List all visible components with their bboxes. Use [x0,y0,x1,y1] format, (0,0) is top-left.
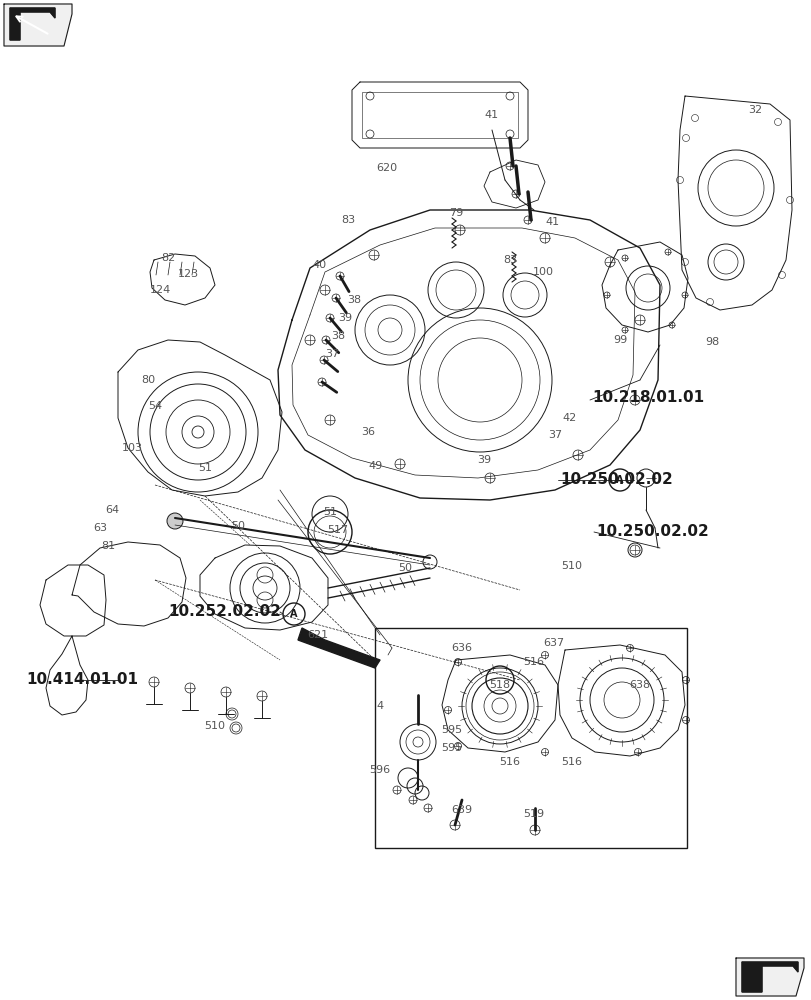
Polygon shape [10,8,55,40]
Text: 41: 41 [484,110,499,120]
Text: 50: 50 [230,521,245,531]
Text: 638: 638 [629,680,650,690]
Bar [375,628,686,848]
Text: 37: 37 [547,430,561,440]
Text: 40: 40 [312,260,327,270]
Text: 595: 595 [441,743,462,753]
Text: 54: 54 [148,401,162,411]
Text: 49: 49 [368,461,383,471]
Text: 37: 37 [324,349,339,359]
Text: 620: 620 [376,163,397,173]
Bar [362,92,517,138]
Text: 51: 51 [198,463,212,473]
Text: 516: 516 [561,757,581,767]
Text: 38: 38 [346,295,361,305]
Text: A: A [290,609,298,619]
Text: 99: 99 [612,335,626,345]
Text: 516: 516 [499,757,520,767]
Text: 79: 79 [448,208,462,218]
Text: 10.252.02.02: 10.252.02.02 [168,604,281,619]
Text: 516: 516 [523,657,544,667]
Text: 10.250.02.02: 10.250.02.02 [560,473,672,488]
Text: 50: 50 [397,563,411,573]
Text: 596: 596 [369,765,390,775]
Text: 100: 100 [532,267,553,277]
Text: 82: 82 [161,253,175,263]
Polygon shape [735,958,803,996]
Text: 639: 639 [451,805,472,815]
Polygon shape [4,4,72,46]
Text: 38: 38 [331,331,345,341]
Text: 636: 636 [451,643,472,653]
Text: 124: 124 [149,285,170,295]
Text: 621: 621 [307,630,328,640]
Text: 41: 41 [545,217,560,227]
Text: 80: 80 [141,375,155,385]
Text: 81: 81 [101,541,115,551]
Text: 63: 63 [93,523,107,533]
Polygon shape [741,962,797,992]
Text: 637: 637 [543,638,564,648]
Text: 10.250.02.02: 10.250.02.02 [595,524,708,540]
Polygon shape [298,628,380,668]
Text: 10.414.01.01: 10.414.01.01 [26,672,138,688]
Text: 595: 595 [441,725,462,735]
Text: 123: 123 [178,269,199,279]
Text: 519: 519 [523,809,544,819]
Text: 510: 510 [204,721,225,731]
Text: 98: 98 [704,337,719,347]
Text: A: A [616,475,623,485]
Text: 32: 32 [747,105,762,115]
Text: 39: 39 [337,313,352,323]
Text: 518: 518 [489,680,510,690]
Circle shape [167,513,182,529]
Text: 42: 42 [562,413,577,423]
Text: 103: 103 [122,443,142,453]
Text: 51: 51 [323,507,337,517]
Text: 39: 39 [476,455,491,465]
Text: 4: 4 [376,701,383,711]
Text: 510: 510 [561,561,581,571]
Text: 10.218.01.01: 10.218.01.01 [591,390,703,406]
Text: 36: 36 [361,427,375,437]
Text: 83: 83 [341,215,354,225]
Text: 517: 517 [327,525,348,535]
Text: 64: 64 [105,505,119,515]
Text: 83: 83 [502,255,517,265]
